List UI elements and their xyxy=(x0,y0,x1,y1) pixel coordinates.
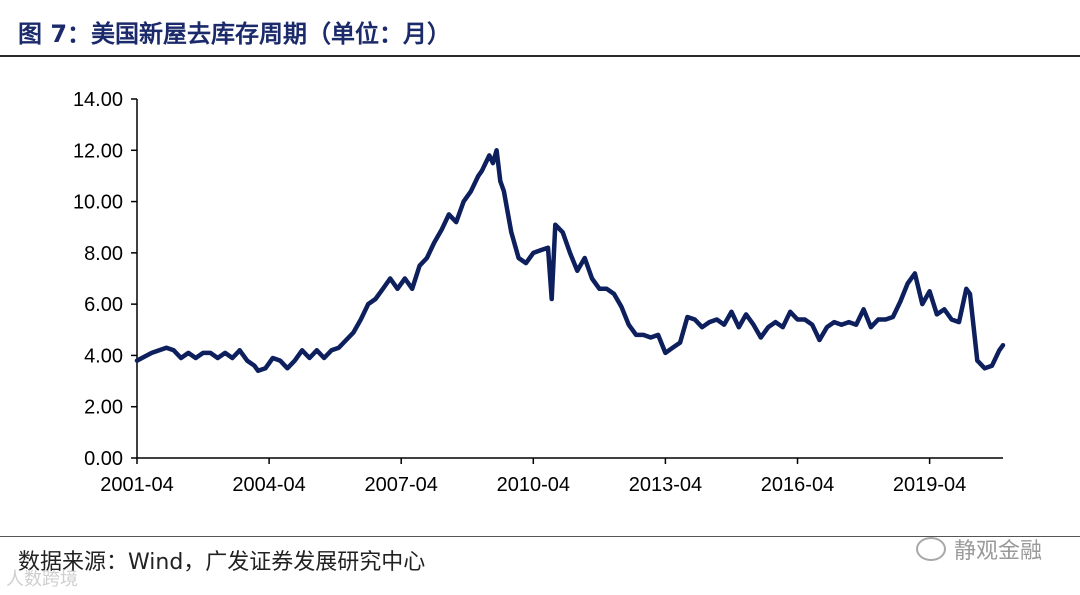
chart-ticks: 0.00 2.00 4.00 6.00 8.00 10.00 12.00 14.00 2001-… xyxy=(73,89,966,496)
watermark: 静观金融 xyxy=(915,533,1042,565)
header-rule xyxy=(0,55,1080,57)
x-tick-label: 2001-04 xyxy=(100,474,173,496)
y-tick-label: 0.00 xyxy=(84,448,123,470)
x-tick-label: 2007-04 xyxy=(365,474,438,496)
y-tick-label: 8.00 xyxy=(84,243,123,265)
y-tick-label: 4.00 xyxy=(84,345,123,367)
watermark-label: 静观金融 xyxy=(953,539,1042,564)
x-tick-label: 2004-04 xyxy=(232,474,305,496)
y-tick-label: 12.00 xyxy=(73,140,123,162)
y-tick-label: 14.00 xyxy=(73,89,123,111)
corner-watermark: 人数跨境 xyxy=(6,569,78,590)
wechat-icon xyxy=(915,537,946,561)
x-tick-label: 2016-04 xyxy=(761,474,834,496)
y-tick-label: 10.00 xyxy=(73,192,123,214)
chart-series xyxy=(134,148,1006,374)
x-tick-label: 2013-04 xyxy=(629,474,702,496)
footer-rule xyxy=(0,536,1080,537)
chart-title: 图 7：美国新屋去库存周期（单位：月） xyxy=(18,20,452,48)
y-tick-label: 6.00 xyxy=(84,294,123,316)
x-tick-label: 2010-04 xyxy=(497,474,570,496)
series-line xyxy=(134,148,1006,374)
x-tick-label: 2019-04 xyxy=(893,474,966,496)
source-note: 数据来源：Wind，广发证券发展研究中心 xyxy=(18,550,426,575)
y-tick-label: 2.00 xyxy=(84,397,123,419)
chart-axes xyxy=(136,99,1003,459)
